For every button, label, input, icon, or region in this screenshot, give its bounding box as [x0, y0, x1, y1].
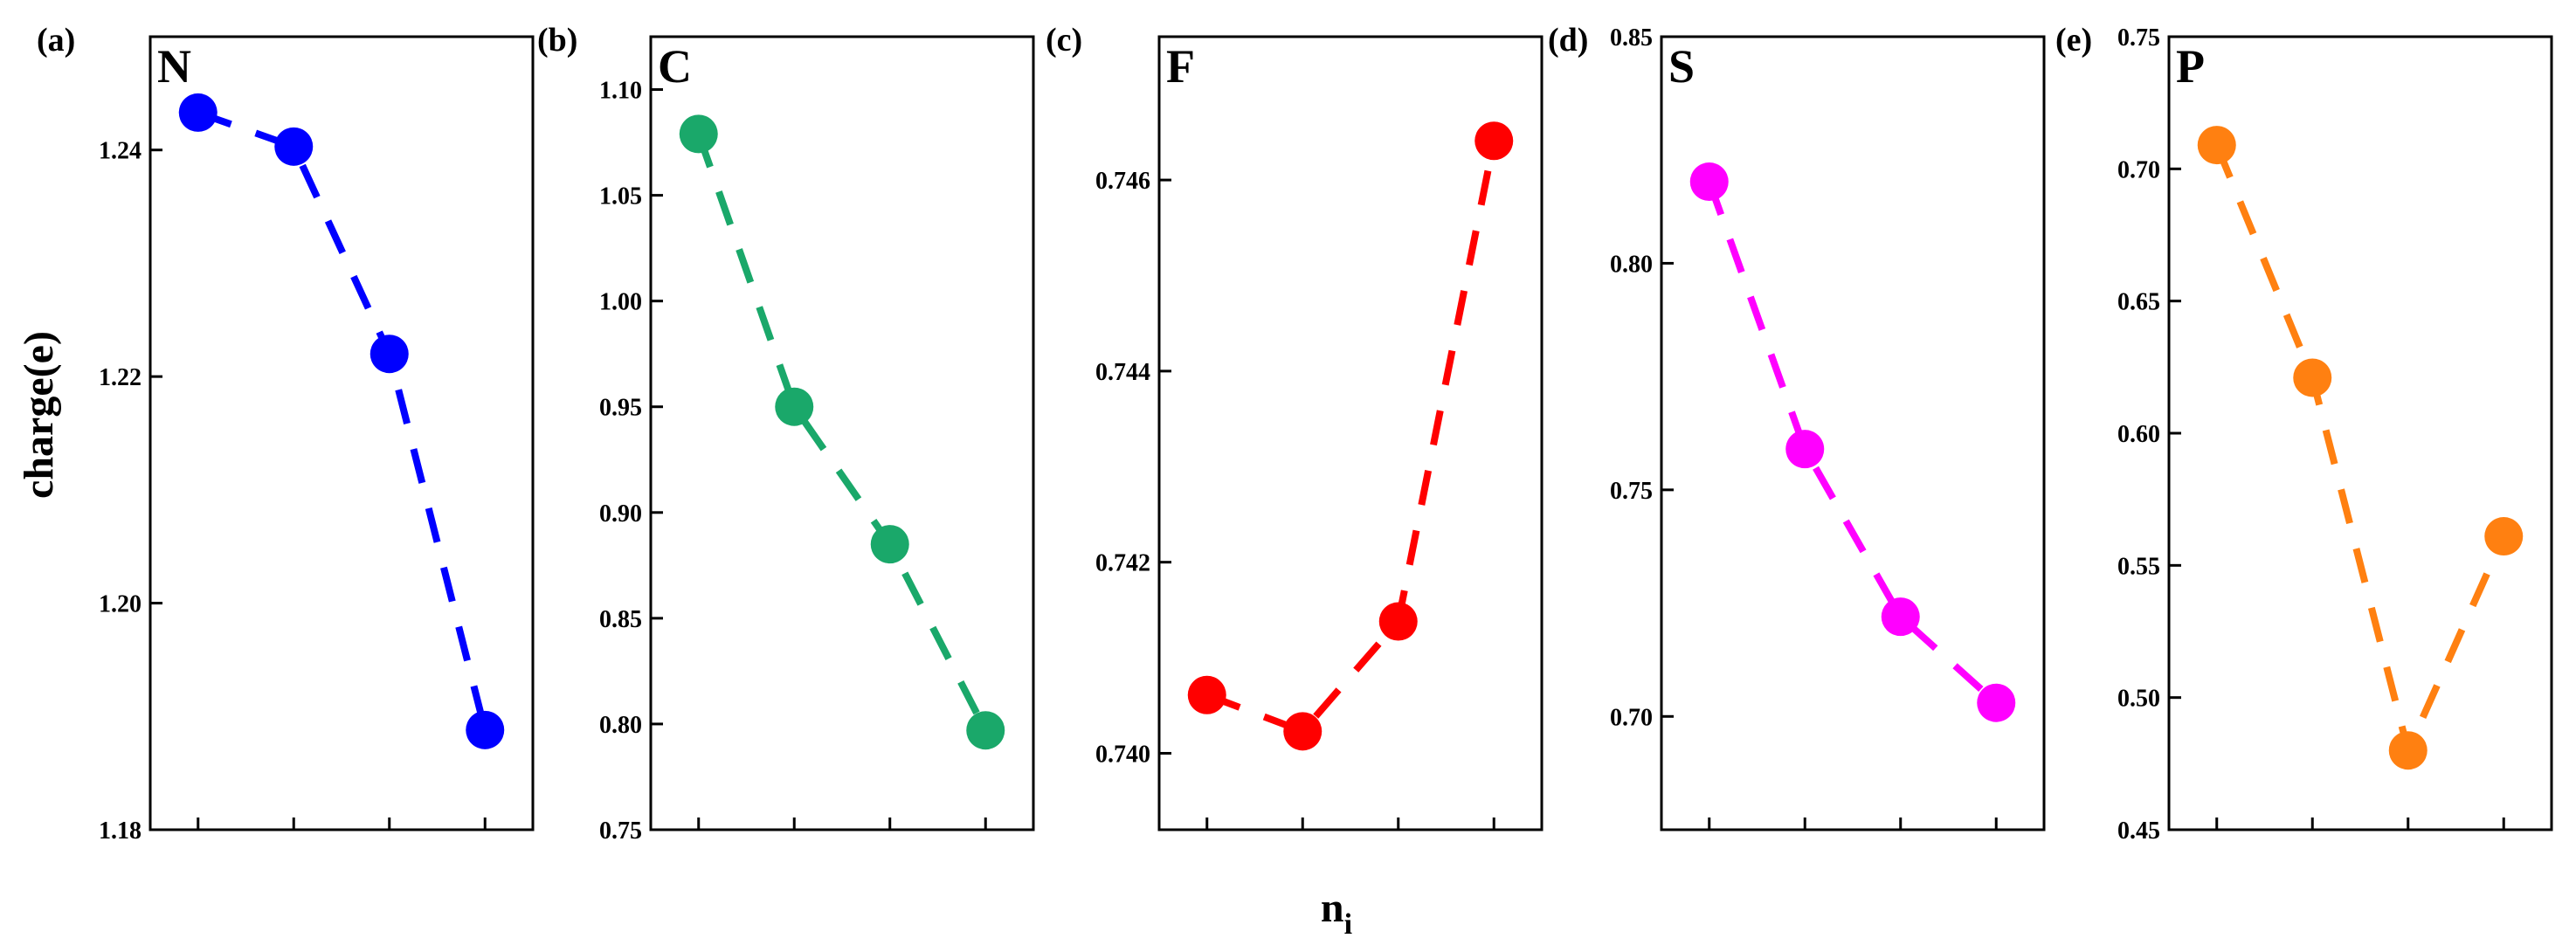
data-point [2484, 517, 2524, 556]
panel-f: 0.740 0.742 0.744 0.746 F (c) [1046, 22, 1544, 831]
y-tick-label: 0.95 [599, 395, 642, 422]
series-line-s [1705, 180, 1999, 706]
panel-c: 0.75 0.80 0.85 0.90 0.95 1.00 1.05 1.10 C (b) [537, 22, 1035, 845]
y-tick-label: 0.85 [1610, 24, 1653, 52]
data-point [466, 710, 505, 749]
panel-n: 1.18 1.20 1.22 1.24 N (a) [37, 22, 535, 845]
y-tick-label: 0.740 [1095, 741, 1150, 768]
x-axis-label: ni [1321, 885, 1352, 941]
series-line-n [197, 109, 489, 731]
data-point [679, 114, 718, 154]
x-axis-label-sub: i [1344, 908, 1352, 941]
y-tick-label: 0.746 [1095, 168, 1150, 195]
series-line-f [1205, 140, 1498, 736]
y-tick-label: 0.70 [1610, 704, 1653, 731]
y-tick-label: 1.24 [99, 138, 142, 165]
data-point [966, 711, 1005, 750]
data-point [178, 93, 218, 132]
element-label: N [157, 40, 191, 93]
data-point [1689, 162, 1729, 202]
y-tick-label: 0.50 [2117, 686, 2160, 713]
data-point [1474, 121, 1514, 161]
plot-frame [148, 35, 535, 831]
data-point [870, 525, 909, 564]
data-point [1378, 602, 1418, 641]
data-point [1785, 430, 1825, 469]
y-tick-label: 0.55 [2117, 553, 2160, 580]
y-tick-label: 0.75 [1610, 478, 1653, 505]
data-point [1283, 712, 1323, 751]
y-tick-label: 0.60 [2117, 421, 2160, 448]
y-tick-label: 0.80 [1610, 251, 1653, 278]
series-line-p [2213, 143, 2507, 762]
panels-group: 1.18 1.20 1.22 1.24 N (a) 0.75 0.80 0.85 0.90 0.95… [37, 22, 2553, 845]
panel-tag: (e) [2055, 22, 2092, 59]
y-tick-label: 0.45 [2117, 817, 2160, 845]
data-point [2293, 358, 2332, 397]
y-tick-label: 1.00 [599, 289, 642, 316]
y-tick-label: 0.744 [1095, 359, 1150, 386]
panel-tag: (d) [1548, 22, 1588, 59]
y-tick-label: 1.20 [99, 591, 142, 618]
data-point [2388, 731, 2428, 770]
y-tick-label: 0.75 [2117, 24, 2160, 52]
element-label: S [1668, 40, 1695, 93]
y-tick-label: 0.65 [2117, 289, 2160, 316]
y-tick-label: 1.10 [599, 78, 642, 105]
panel-s: 0.70 0.75 0.80 0.85 S (d) [1548, 22, 2046, 831]
x-axis-label-main: n [1321, 885, 1344, 931]
y-tick-label: 0.80 [599, 712, 642, 739]
plot-frame [1157, 35, 1544, 831]
panel-tag: (a) [37, 22, 75, 59]
y-tick-label: 0.75 [599, 817, 642, 845]
panel-tag: (c) [1046, 22, 1082, 59]
panel-tag: (b) [537, 22, 577, 59]
y-tick-label: 0.742 [1095, 550, 1150, 577]
plot-frame [1660, 35, 2046, 831]
element-label: P [2176, 40, 2205, 93]
series-line-c [694, 133, 989, 733]
data-point [1881, 597, 1920, 637]
data-point [1977, 683, 2016, 722]
element-label: F [1166, 40, 1195, 93]
y-axis-label: charge(e) [16, 331, 62, 499]
y-tick-label: 1.22 [99, 364, 142, 391]
data-point [369, 335, 409, 374]
y-tick-label: 1.18 [99, 817, 142, 845]
data-point [1187, 675, 1226, 714]
y-tick-label: 0.85 [599, 606, 642, 633]
y-tick-label: 0.90 [599, 500, 642, 528]
plot-frame [649, 35, 1035, 831]
y-tick-label: 1.05 [599, 183, 642, 210]
y-tick-label: 0.70 [2117, 156, 2160, 183]
panel-p: 0.45 0.50 0.55 0.60 0.65 0.70 0.75 P (e) [2055, 22, 2553, 845]
data-point [274, 127, 314, 166]
data-point [775, 387, 814, 426]
data-point [2197, 126, 2236, 165]
element-label: C [658, 40, 692, 93]
